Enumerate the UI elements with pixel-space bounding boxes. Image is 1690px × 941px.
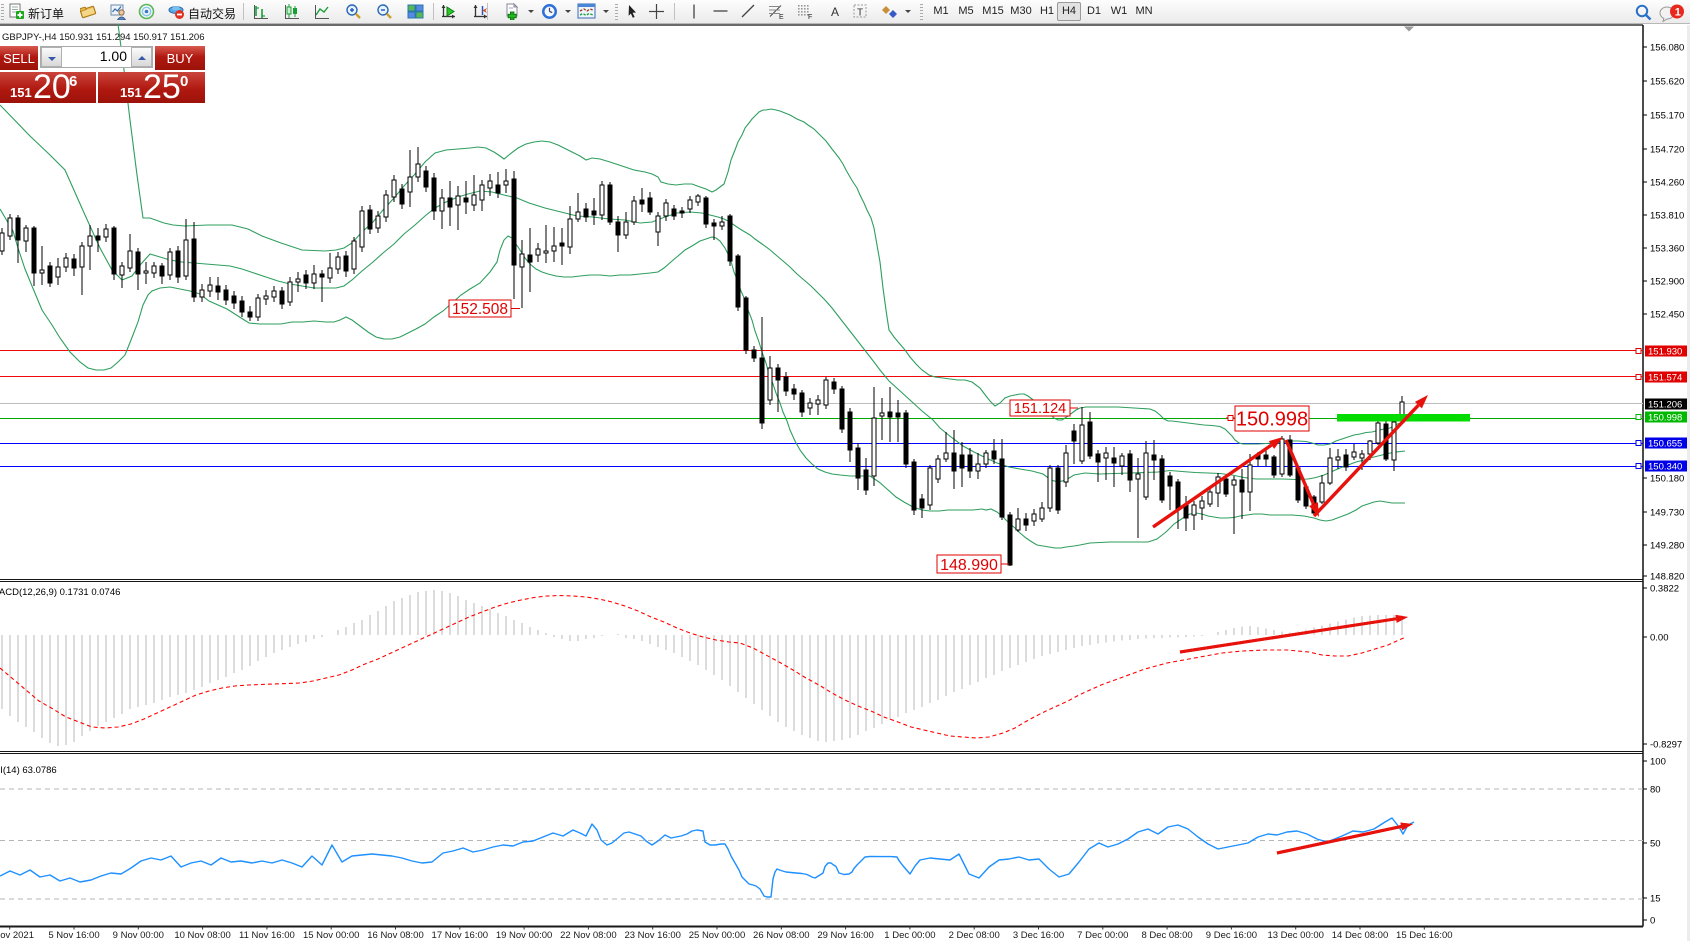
svg-text:0.3822: 0.3822	[1650, 583, 1679, 594]
svg-text:152.508: 152.508	[452, 301, 508, 318]
svg-text:15 Nov 00:00: 15 Nov 00:00	[303, 930, 360, 941]
svg-text:8 Dec 08:00: 8 Dec 08:00	[1141, 930, 1192, 941]
svg-text:14 Dec 08:00: 14 Dec 08:00	[1332, 930, 1389, 941]
svg-text:156.080: 156.080	[1650, 42, 1684, 53]
svg-text:19 Nov 00:00: 19 Nov 00:00	[496, 930, 553, 941]
svg-text:A: A	[831, 5, 839, 19]
svg-text:152.900: 152.900	[1650, 276, 1684, 287]
svg-text:2 Dec 08:00: 2 Dec 08:00	[949, 930, 1000, 941]
svg-text:150.998: 150.998	[1648, 413, 1682, 424]
svg-text:9 Nov 00:00: 9 Nov 00:00	[113, 930, 164, 941]
svg-text:0.00: 0.00	[1650, 632, 1669, 643]
svg-text:13 Dec 00:00: 13 Dec 00:00	[1267, 930, 1324, 941]
svg-text:17 Nov 16:00: 17 Nov 16:00	[432, 930, 489, 941]
svg-text:MACD(12,26,9) 0.1731 0.0746: MACD(12,26,9) 0.1731 0.0746	[0, 587, 120, 598]
svg-text:E: E	[779, 14, 784, 20]
svg-text:155.620: 155.620	[1650, 76, 1684, 87]
svg-text:150.180: 150.180	[1650, 473, 1684, 484]
svg-text:25 Nov 00:00: 25 Nov 00:00	[689, 930, 746, 941]
svg-text:0: 0	[1650, 915, 1655, 926]
svg-text:F: F	[808, 14, 812, 20]
svg-text:154.260: 154.260	[1650, 177, 1684, 188]
svg-text:23 Nov 16:00: 23 Nov 16:00	[624, 930, 681, 941]
svg-text:3 Dec 16:00: 3 Dec 16:00	[1013, 930, 1064, 941]
svg-text:151.206: 151.206	[1648, 400, 1682, 411]
svg-text:29 Nov 16:00: 29 Nov 16:00	[817, 930, 874, 941]
svg-text:T: T	[857, 8, 863, 19]
svg-text:4 Nov 2021: 4 Nov 2021	[0, 930, 34, 941]
svg-text:149.730: 149.730	[1650, 507, 1684, 518]
svg-text:7 Dec 00:00: 7 Dec 00:00	[1077, 930, 1128, 941]
svg-text:155.170: 155.170	[1650, 110, 1684, 121]
svg-text:11 Nov 16:00: 11 Nov 16:00	[239, 930, 295, 941]
svg-text:151.574: 151.574	[1648, 373, 1682, 384]
svg-text:9 Dec 16:00: 9 Dec 16:00	[1206, 930, 1257, 941]
svg-text:10 Nov 08:00: 10 Nov 08:00	[174, 930, 231, 941]
svg-text:151.930: 151.930	[1648, 347, 1682, 358]
svg-text:150.340: 150.340	[1648, 462, 1682, 473]
svg-text:-0.8297: -0.8297	[1650, 739, 1682, 750]
svg-text:150.655: 150.655	[1648, 439, 1682, 450]
svg-text:50: 50	[1650, 838, 1661, 849]
svg-text:154.720: 154.720	[1650, 144, 1684, 155]
svg-text:22 Nov 08:00: 22 Nov 08:00	[560, 930, 617, 941]
svg-text:GBPJPY-,H4 150.931 151.294 15: GBPJPY-,H4 150.931 151.294 150.917 151.2…	[2, 32, 204, 43]
svg-text:1 Dec 00:00: 1 Dec 00:00	[884, 930, 935, 941]
svg-text:15: 15	[1650, 893, 1661, 904]
svg-text:148.990: 148.990	[940, 557, 998, 574]
svg-text:100: 100	[1650, 756, 1666, 767]
svg-text:5 Nov 16:00: 5 Nov 16:00	[48, 930, 99, 941]
svg-text:153.810: 153.810	[1650, 210, 1684, 221]
svg-text:149.280: 149.280	[1650, 540, 1684, 551]
svg-text:80: 80	[1650, 784, 1661, 795]
svg-text:16 Nov 08:00: 16 Nov 08:00	[367, 930, 424, 941]
svg-text:153.360: 153.360	[1650, 243, 1684, 254]
svg-text:RSI(14) 63.0786: RSI(14) 63.0786	[0, 765, 57, 776]
svg-text:1: 1	[1675, 6, 1681, 18]
svg-text:152.450: 152.450	[1650, 309, 1684, 320]
svg-text:148.820: 148.820	[1650, 571, 1684, 582]
svg-text:26 Nov 08:00: 26 Nov 08:00	[753, 930, 810, 941]
svg-text:151.124: 151.124	[1014, 401, 1066, 417]
svg-text:150.998: 150.998	[1236, 409, 1308, 431]
svg-text:15 Dec 16:00: 15 Dec 16:00	[1396, 930, 1453, 941]
